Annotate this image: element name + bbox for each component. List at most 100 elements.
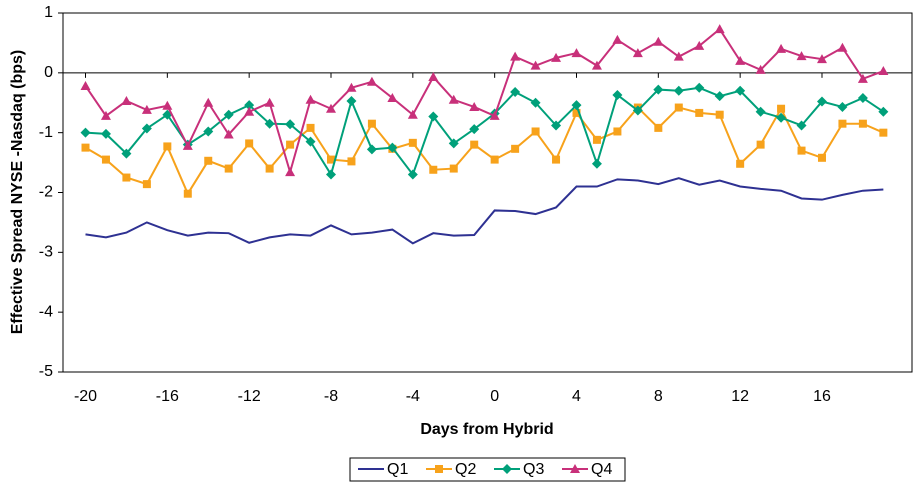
marker bbox=[776, 112, 787, 123]
marker bbox=[714, 24, 725, 34]
x-tick-label: -8 bbox=[324, 388, 338, 405]
legend-marker bbox=[570, 464, 580, 473]
marker bbox=[346, 95, 357, 106]
x-tick-label: 8 bbox=[654, 388, 663, 405]
marker bbox=[245, 139, 254, 148]
marker bbox=[306, 123, 315, 132]
marker bbox=[817, 153, 826, 162]
marker bbox=[879, 128, 888, 137]
marker bbox=[816, 96, 827, 107]
marker bbox=[511, 144, 520, 153]
marker bbox=[816, 54, 827, 64]
marker bbox=[346, 82, 357, 92]
marker bbox=[366, 144, 377, 155]
marker bbox=[694, 40, 705, 50]
marker bbox=[326, 155, 335, 164]
marker bbox=[612, 89, 623, 100]
marker bbox=[470, 140, 479, 149]
marker bbox=[265, 164, 274, 173]
marker bbox=[613, 127, 622, 136]
marker bbox=[408, 138, 417, 147]
y-tick-label: 1 bbox=[44, 4, 53, 21]
x-axis-title: Days from Hybrid bbox=[420, 421, 553, 438]
marker bbox=[571, 100, 582, 111]
legend-label: Q1 bbox=[387, 461, 408, 478]
legend-box bbox=[349, 457, 626, 482]
marker bbox=[571, 48, 582, 58]
marker bbox=[736, 159, 745, 168]
marker bbox=[510, 51, 521, 61]
marker bbox=[796, 51, 807, 61]
marker bbox=[591, 158, 602, 169]
marker bbox=[428, 111, 439, 122]
marker bbox=[141, 104, 152, 114]
y-tick-label: -3 bbox=[39, 244, 53, 261]
marker bbox=[325, 103, 336, 113]
marker bbox=[122, 173, 131, 182]
marker bbox=[182, 140, 193, 150]
series-line bbox=[85, 86, 884, 178]
marker bbox=[367, 119, 376, 128]
marker bbox=[264, 118, 275, 129]
legend-label: Q4 bbox=[591, 461, 612, 478]
marker bbox=[244, 106, 255, 116]
series-line bbox=[85, 177, 884, 245]
marker bbox=[797, 146, 806, 155]
marker bbox=[857, 73, 868, 83]
marker bbox=[203, 126, 214, 137]
marker bbox=[285, 119, 296, 130]
marker bbox=[264, 97, 275, 107]
legend-label: Q3 bbox=[523, 461, 544, 478]
marker bbox=[449, 164, 458, 173]
marker bbox=[347, 157, 356, 166]
marker bbox=[223, 129, 234, 139]
marker bbox=[183, 189, 192, 198]
marker bbox=[735, 55, 746, 65]
marker bbox=[612, 34, 623, 44]
marker bbox=[162, 100, 173, 110]
marker bbox=[572, 108, 581, 117]
marker bbox=[429, 165, 438, 174]
marker bbox=[653, 84, 664, 95]
marker bbox=[224, 164, 233, 173]
marker bbox=[551, 120, 562, 131]
marker bbox=[305, 94, 316, 104]
marker bbox=[141, 123, 152, 134]
marker bbox=[673, 85, 684, 96]
marker bbox=[694, 82, 705, 93]
marker bbox=[305, 136, 316, 147]
legend-marker bbox=[435, 465, 443, 473]
marker bbox=[285, 167, 296, 177]
marker bbox=[163, 142, 172, 151]
marker bbox=[674, 103, 683, 112]
marker bbox=[366, 76, 377, 86]
marker bbox=[489, 110, 500, 120]
marker bbox=[223, 109, 234, 120]
y-tick-label: -2 bbox=[39, 184, 53, 201]
marker bbox=[837, 101, 848, 112]
marker bbox=[632, 105, 643, 116]
marker bbox=[121, 148, 132, 159]
y-tick-label: -5 bbox=[39, 363, 53, 380]
marker bbox=[469, 124, 480, 135]
marker bbox=[592, 135, 601, 144]
marker bbox=[796, 120, 807, 131]
marker bbox=[878, 66, 889, 76]
x-tick-label: -12 bbox=[238, 388, 261, 405]
marker bbox=[81, 143, 90, 152]
marker bbox=[857, 92, 868, 103]
marker bbox=[469, 101, 480, 111]
x-tick-label: -4 bbox=[406, 388, 420, 405]
series-line bbox=[84, 27, 884, 176]
marker bbox=[878, 106, 889, 117]
y-tick-label: -1 bbox=[39, 124, 53, 141]
marker bbox=[838, 119, 847, 128]
marker bbox=[756, 140, 765, 149]
x-tick-label: 12 bbox=[731, 388, 749, 405]
series-line bbox=[84, 106, 884, 196]
marker bbox=[121, 95, 132, 105]
marker bbox=[776, 43, 787, 53]
marker bbox=[490, 155, 499, 164]
marker bbox=[244, 100, 255, 111]
